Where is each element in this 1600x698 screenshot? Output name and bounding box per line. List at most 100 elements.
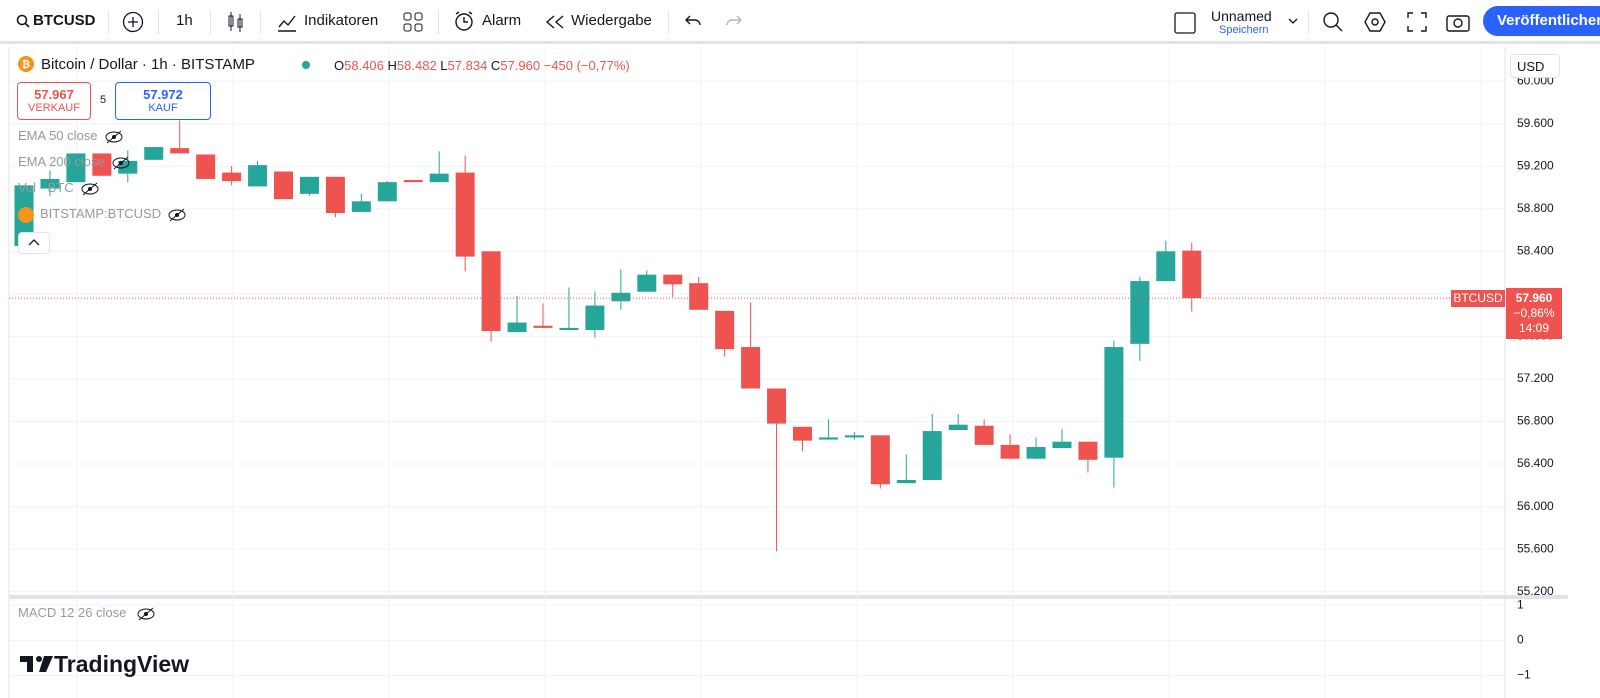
price-tag: 57.960 −0,86% 14:09 — [1506, 288, 1562, 340]
candle-body — [585, 305, 605, 331]
layout-icon — [1174, 12, 1196, 34]
settings-button[interactable] — [1364, 11, 1386, 33]
macd-tick-label: −1 — [1517, 668, 1531, 682]
ohlc-value: 57.834 — [447, 58, 488, 73]
price-tag-price: 57.960 — [1515, 291, 1553, 306]
fullscreen-button[interactable] — [1407, 12, 1427, 32]
candle-body — [481, 251, 501, 332]
indicator-name: EMA 200 close — [18, 154, 105, 169]
snapshot-button[interactable] — [1446, 12, 1470, 32]
toolbar: BTCUSD 1h Indikatoren Alarm Wiedergabe U… — [0, 0, 1600, 44]
templates-button[interactable] — [403, 12, 423, 32]
candle-body — [844, 435, 864, 438]
publish-button[interactable]: Veröffentlichen — [1483, 6, 1600, 36]
quick-search-button[interactable] — [1322, 11, 1344, 33]
visibility-icon[interactable] — [167, 208, 187, 222]
symbol-button[interactable]: BTCUSD — [33, 12, 96, 29]
candle-body — [429, 173, 449, 183]
visibility-icon[interactable] — [80, 182, 100, 196]
symbol-tag: BTCUSD — [1451, 290, 1505, 308]
collapse-button[interactable] — [18, 232, 50, 254]
candle-body — [611, 292, 631, 302]
svg-text:₿: ₿ — [22, 59, 30, 71]
btc-icon — [18, 206, 34, 223]
macd-label: MACD 12 26 close — [18, 605, 156, 621]
currency: USD — [1517, 59, 1545, 74]
visibility-icon[interactable] — [104, 130, 124, 144]
candle-body — [274, 171, 293, 200]
search-icon — [16, 14, 30, 28]
ohlc-change: −450 (−0,77%) — [543, 58, 630, 73]
ohlc-value: 58.482 — [396, 58, 437, 73]
candle-body — [1052, 441, 1072, 449]
layout-dropdown[interactable] — [1288, 18, 1298, 26]
candle-body — [403, 180, 423, 183]
candle-body — [870, 435, 890, 485]
candle-body — [351, 201, 371, 212]
ohlc-value: 58.406 — [344, 58, 384, 73]
layout-save[interactable]: Speichern — [1219, 24, 1269, 36]
y-tick-label: 56.400 — [1517, 456, 1554, 470]
candle-body — [974, 425, 994, 445]
candle-body — [896, 479, 916, 484]
branding-logo — [20, 656, 53, 672]
sell-price: 57.967 — [34, 87, 74, 102]
candle-body — [1104, 347, 1124, 458]
y-tick-label: 59.200 — [1517, 158, 1554, 172]
ohlc-label: C — [490, 58, 501, 73]
candle-body — [637, 274, 657, 292]
y-tick-label: 55.200 — [1517, 584, 1554, 598]
visibility-icon[interactable] — [136, 607, 156, 621]
alert-button[interactable]: Alarm — [482, 12, 522, 29]
indicators-icon — [278, 15, 296, 32]
replay-button[interactable]: Wiedergabe — [571, 12, 652, 29]
candle-body — [170, 148, 190, 154]
compare-button[interactable] — [122, 11, 144, 33]
interval-button[interactable]: 1h — [176, 12, 193, 29]
sell-label: VERKAUF — [28, 102, 80, 114]
currency-select[interactable]: USD — [1510, 54, 1560, 78]
y-tick-label: 58.800 — [1517, 201, 1554, 215]
legend-title: Bitcoin / Dollar · 1h · BITSTAMP — [41, 56, 255, 73]
indicator-legend: EMA 50 close — [18, 128, 124, 144]
candle-body — [1182, 250, 1202, 299]
ohlc-value: 57.960 — [500, 58, 541, 73]
candle-body — [715, 310, 735, 350]
y-tick-label: 58.400 — [1517, 243, 1554, 257]
redo-button[interactable] — [725, 13, 743, 29]
buy-price: 57.972 — [143, 87, 183, 102]
y-tick-label: 55.600 — [1517, 541, 1554, 555]
chart: 55.20055.60056.00056.40056.80057.20057.6… — [8, 46, 1568, 698]
buy-button[interactable]: 57.972 KAUF — [115, 82, 211, 120]
candle-body — [507, 322, 527, 333]
candle-body — [533, 325, 553, 328]
btc-icon: ₿ — [18, 56, 34, 72]
candle-body — [1078, 441, 1098, 460]
branding: TradingView — [20, 651, 189, 678]
layout-name[interactable]: Unnamed — [1211, 8, 1272, 24]
undo-button[interactable] — [684, 13, 702, 29]
y-tick-label: 56.800 — [1517, 414, 1554, 428]
candle-body — [767, 388, 787, 424]
candle-body — [689, 283, 709, 310]
candle-body — [818, 437, 838, 440]
candle-body — [377, 182, 397, 202]
y-tick-label: 59.600 — [1517, 116, 1554, 130]
candle-body — [92, 153, 112, 176]
candle-body — [559, 327, 579, 331]
chart-type-button[interactable] — [227, 11, 245, 33]
macd-tick-label: 1 — [1517, 597, 1524, 611]
ohlc-label: L — [440, 58, 448, 73]
ohlc-label: O — [334, 58, 345, 73]
sell-button[interactable]: 57.967 VERKAUF — [17, 82, 91, 120]
candle-body — [922, 431, 942, 480]
buy-label: KAUF — [148, 102, 178, 114]
candle-body — [66, 153, 86, 183]
indicators-button[interactable]: Indikatoren — [304, 12, 379, 29]
candle-body — [1130, 281, 1150, 344]
visibility-icon[interactable] — [111, 156, 131, 170]
candle-body — [948, 424, 968, 430]
macd-tick-label: 0 — [1517, 632, 1524, 646]
candle-body — [299, 176, 319, 194]
candle-body — [248, 165, 268, 187]
